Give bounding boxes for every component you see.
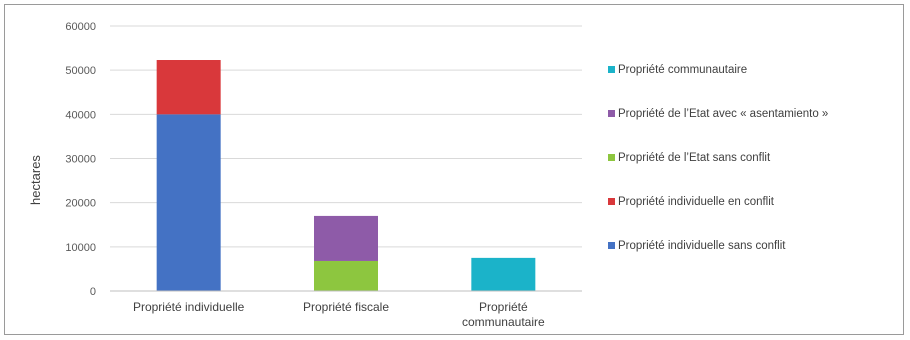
bar-segment-c0-s1 [156, 60, 221, 115]
y-tick-label-20000: 20000 [65, 198, 96, 210]
y-tick-label-10000: 10000 [65, 242, 96, 254]
legend-swatch-1 [608, 198, 615, 205]
x-axis-categories: Propriété individuelle Propriété fiscale P… [133, 300, 545, 329]
legend-swatch-4 [608, 66, 615, 73]
y-tick-label-0: 0 [90, 286, 96, 298]
legend: Propriété communautaire Propriété de l’Et… [608, 64, 828, 252]
y-tick-label-30000: 30000 [65, 154, 96, 166]
legend-label-3: Propriété de l’Etat avec « asentamiento … [618, 108, 828, 120]
chart-frame [4, 4, 904, 335]
y-axis-ticks: 0 10000 20000 30000 40000 50000 60000 [65, 21, 96, 298]
category-label-2-1: communautaire [462, 315, 545, 329]
legend-label-2: Propriété de l’Etat sans conflit [618, 152, 771, 164]
legend-label-1: Propriété individuelle en conflit [618, 196, 775, 208]
bar-segment-c1-s2 [314, 260, 378, 291]
bar-segment-c1-s3 [314, 215, 378, 261]
category-label-2-0: Propriété [479, 300, 528, 314]
category-label-0-0: Propriété individuelle [133, 300, 245, 314]
bars [156, 60, 536, 291]
bar-segment-c2-s4 [471, 257, 536, 291]
y-axis-label: hectares [28, 155, 43, 205]
category-label-1-0: Propriété fiscale [303, 300, 389, 314]
legend-swatch-0 [608, 242, 615, 249]
y-tick-label-60000: 60000 [65, 21, 96, 33]
legend-swatch-2 [608, 154, 615, 161]
y-tick-label-40000: 40000 [65, 109, 96, 121]
legend-label-4: Propriété communautaire [618, 64, 747, 76]
legend-swatch-3 [608, 110, 615, 117]
y-tick-label-50000: 50000 [65, 65, 96, 77]
legend-label-0: Propriété individuelle sans conflit [618, 240, 786, 252]
bar-segment-c0-s0 [156, 114, 221, 291]
